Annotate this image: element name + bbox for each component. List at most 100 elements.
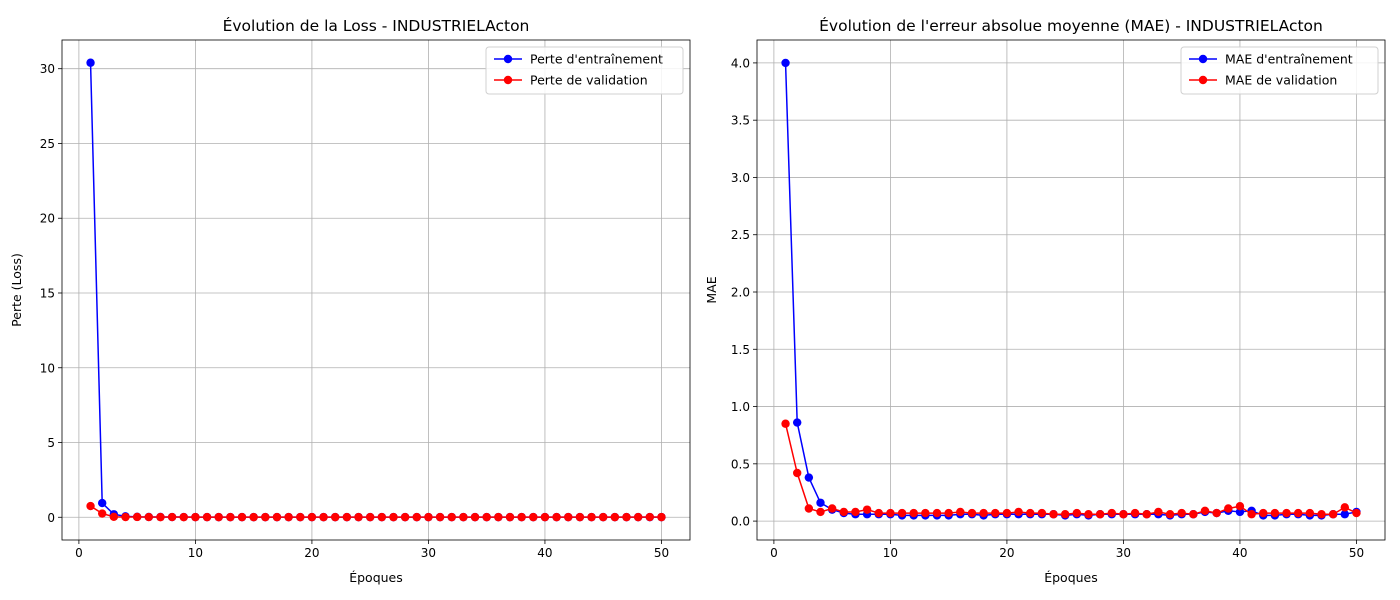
- chart-title: Évolution de la Loss - INDUSTRIELActon: [223, 16, 530, 35]
- grid: [757, 40, 1385, 540]
- data-point: [505, 512, 515, 522]
- data-point: [1165, 510, 1175, 519]
- data-point: [956, 507, 965, 517]
- x-tick-label: 0: [770, 546, 778, 560]
- data-point: [1026, 508, 1035, 518]
- data-point: [214, 512, 223, 522]
- data-point: [424, 512, 433, 522]
- data-point: [540, 512, 550, 522]
- data-point: [781, 58, 790, 68]
- y-axis-label: MAE: [704, 276, 719, 303]
- data-point: [272, 512, 282, 522]
- data-point: [874, 508, 883, 518]
- data-point: [1060, 510, 1070, 519]
- data-point: [1235, 502, 1245, 511]
- data-point: [839, 507, 849, 517]
- x-tick-label: 40: [1232, 546, 1247, 560]
- data-point: [109, 512, 119, 522]
- y-tick-label: 0.5: [731, 457, 750, 471]
- legend-entry: MAE de validation: [1189, 73, 1337, 88]
- plot-frame: [756, 39, 1386, 541]
- y-tick-label: 3.0: [731, 171, 750, 185]
- data-point: [389, 512, 398, 522]
- legend-marker: [503, 54, 513, 64]
- series-line: [784, 62, 1357, 517]
- data-point: [97, 509, 107, 518]
- data-point: [781, 419, 790, 428]
- data-point: [633, 512, 643, 522]
- data-point: [792, 468, 802, 478]
- data-point: [435, 512, 445, 522]
- data-point: [1037, 508, 1047, 518]
- data-point: [365, 512, 375, 522]
- data-point: [447, 512, 456, 522]
- data-point: [331, 512, 340, 522]
- data-point: [1293, 508, 1303, 518]
- data-point: [564, 512, 573, 522]
- data-point: [1352, 508, 1361, 518]
- data-point: [529, 512, 538, 522]
- ticks: 0 10 20 30 40 50 0.0 0.5 1.0 1.5 2.0 2.5 3.0 3.5 4.0: [731, 56, 1364, 560]
- data-point: [967, 508, 977, 518]
- x-tick-label: 30: [421, 546, 436, 560]
- data-point: [121, 512, 130, 522]
- data-point: [1154, 507, 1163, 517]
- data-point: [851, 507, 860, 517]
- data-point: [827, 504, 837, 513]
- data-point: [909, 508, 918, 518]
- data-point: [261, 512, 270, 522]
- y-tick-label: 3.5: [731, 114, 750, 128]
- y-axis-label: Perte (Loss): [9, 253, 24, 327]
- legend-marker: [1198, 54, 1208, 64]
- data-point: [459, 512, 468, 522]
- data-point: [132, 512, 142, 522]
- data-point: [284, 512, 293, 522]
- data-point: [897, 508, 907, 518]
- data-point: [400, 512, 410, 522]
- grid: [62, 40, 690, 540]
- data-point: [804, 473, 814, 482]
- ticks: 0 10 20 30 40 50 0 5 10 15 20 25 30: [40, 62, 669, 560]
- data-point: [1130, 508, 1140, 518]
- data-point: [1142, 510, 1151, 519]
- data-point: [86, 58, 95, 67]
- legend-entry: Perte de validation: [494, 73, 648, 88]
- x-tick-label: 50: [1349, 546, 1364, 560]
- x-tick-label: 10: [883, 546, 898, 560]
- data-point: [1259, 508, 1268, 518]
- data-point: [1340, 503, 1350, 512]
- data-point: [552, 512, 561, 522]
- data-point: [645, 512, 655, 522]
- series-line: [89, 62, 662, 518]
- y-tick-label: 20: [40, 212, 55, 226]
- data-point: [792, 418, 802, 427]
- legend-entry: Perte d'entraînement: [494, 52, 663, 67]
- data-point: [1072, 508, 1082, 518]
- legend-label: Perte d'entraînement: [530, 52, 663, 67]
- data-point: [886, 508, 895, 518]
- series-line: [784, 423, 1357, 515]
- legend-marker: [1198, 75, 1208, 85]
- data-point: [1247, 510, 1256, 519]
- data-point: [296, 512, 305, 522]
- series-line: [90, 505, 662, 518]
- series-validation: [86, 501, 666, 522]
- y-tick-label: 2.0: [731, 286, 750, 300]
- x-axis-label: Époques: [349, 570, 403, 585]
- data-point: [179, 512, 188, 522]
- x-tick-label: 20: [999, 546, 1014, 560]
- y-tick-label: 10: [40, 361, 55, 375]
- x-tick-label: 10: [188, 546, 203, 560]
- data-point: [517, 512, 526, 522]
- x-tick-label: 0: [75, 546, 83, 560]
- data-point: [862, 505, 872, 514]
- x-tick-label: 20: [304, 546, 319, 560]
- data-point: [1212, 508, 1221, 518]
- y-tick-label: 2.5: [731, 228, 750, 242]
- data-point: [657, 512, 666, 522]
- data-point: [342, 512, 352, 522]
- data-point: [377, 512, 387, 522]
- data-point: [97, 498, 107, 508]
- data-point: [1340, 510, 1350, 519]
